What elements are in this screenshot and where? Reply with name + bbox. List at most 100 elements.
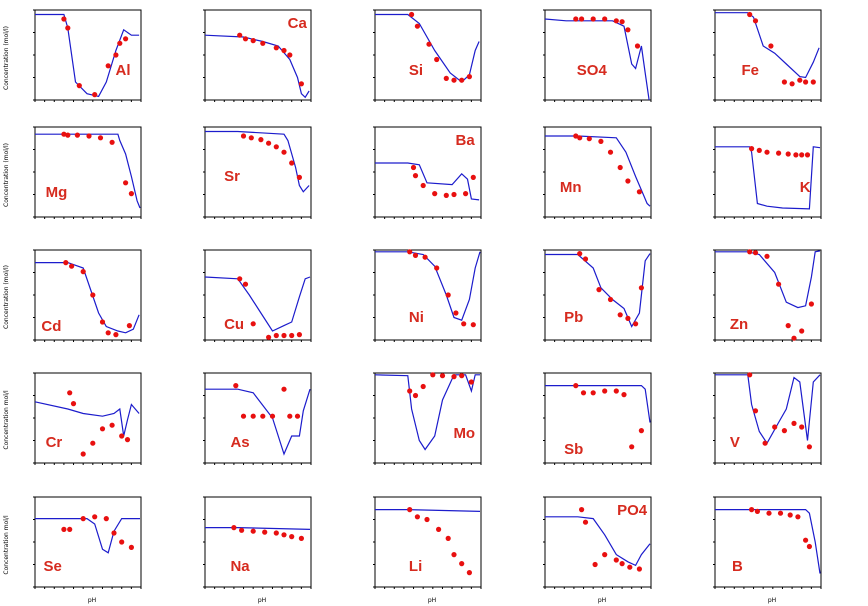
observed-point-sb — [621, 392, 627, 398]
observed-point-ba — [420, 182, 426, 189]
observed-point-zn — [785, 323, 791, 329]
observed-point-b — [754, 508, 761, 514]
observed-point-na — [273, 530, 279, 536]
observed-point-ca — [237, 32, 243, 38]
observed-point-cd — [80, 269, 86, 275]
observed-point-cr — [90, 440, 96, 446]
model-line-cr — [34, 401, 140, 437]
observed-point-cr — [124, 437, 131, 443]
plot-frame — [544, 126, 652, 218]
observed-point-sb — [629, 444, 635, 450]
observed-point-fe — [789, 81, 795, 87]
observed-point-ni — [453, 310, 459, 316]
observed-point-pb — [625, 315, 631, 321]
observed-point-si — [434, 56, 440, 63]
plot-frame — [34, 9, 142, 101]
observed-point-fe — [803, 79, 809, 85]
x-axis-title-col-1: pH — [88, 597, 96, 604]
observed-point-ni — [470, 322, 476, 328]
panel-ni: Ni — [373, 249, 482, 342]
element-label-po4: PO4 — [617, 502, 648, 519]
panel-pb: Pb — [543, 249, 652, 342]
observed-point-al — [123, 36, 129, 42]
observed-point-ni — [407, 249, 413, 255]
observed-point-v — [781, 428, 788, 434]
observed-point-zn — [752, 250, 759, 256]
observed-point-so4 — [573, 16, 579, 22]
element-label-so4: SO4 — [577, 62, 608, 79]
observed-point-se — [80, 516, 86, 522]
observed-point-ba — [432, 191, 438, 197]
observed-point-cd — [113, 332, 119, 338]
observed-point-b — [777, 510, 784, 516]
observed-point-v — [772, 424, 778, 430]
observed-point-v — [791, 420, 797, 426]
element-label-mo: Mo — [453, 425, 475, 442]
model-line-as — [205, 388, 311, 456]
y-axis-title-row-1: Concentration (mol/l) — [3, 26, 10, 90]
observed-point-mo — [407, 388, 413, 394]
element-label-v: V — [730, 434, 740, 451]
observed-point-na — [289, 534, 295, 540]
observed-point-k — [804, 152, 811, 158]
observed-point-ba — [470, 174, 476, 180]
observed-point-mo — [430, 372, 436, 378]
observed-point-mn — [586, 136, 592, 142]
observed-point-cr — [99, 426, 106, 432]
observed-point-cd — [126, 323, 132, 329]
observed-point-fe — [768, 43, 774, 49]
observed-point-cd — [63, 260, 69, 266]
element-label-zn: Zn — [730, 316, 748, 333]
observed-point-as — [240, 413, 247, 419]
observed-point-mg — [86, 133, 92, 139]
observed-point-so4 — [619, 19, 625, 25]
model-line-sb — [545, 385, 651, 423]
observed-point-so4 — [613, 18, 619, 24]
observed-point-cu — [273, 332, 279, 339]
observed-point-po4 — [592, 561, 598, 568]
observed-point-se — [128, 544, 134, 551]
observed-point-li — [445, 535, 451, 542]
observed-point-as — [233, 383, 239, 389]
observed-point-si — [426, 41, 432, 47]
observed-point-k — [785, 151, 791, 157]
observed-point-mo — [412, 392, 419, 399]
element-label-mn: Mn — [560, 179, 582, 196]
observed-point-mn — [617, 164, 623, 171]
plot-frame — [204, 249, 312, 341]
observed-point-al — [117, 40, 123, 46]
plot-frame — [544, 249, 652, 341]
observed-point-cu — [281, 332, 287, 339]
observed-point-na — [262, 529, 268, 535]
observed-point-ba — [463, 191, 469, 197]
observed-point-k — [776, 150, 782, 156]
x-axis-title-col-3: pH — [428, 597, 436, 604]
observed-point-mn — [577, 135, 583, 141]
observed-point-li — [407, 507, 413, 513]
observed-point-as — [294, 413, 301, 419]
observed-point-sb — [638, 428, 645, 434]
y-axis-title-row-3: Concentration (mol/l) — [3, 265, 10, 329]
element-label-si: Si — [409, 62, 423, 79]
observed-point-v — [799, 424, 805, 430]
observed-point-al — [113, 52, 119, 58]
model-line-zn — [715, 250, 821, 309]
panel-zn: Zn — [713, 249, 822, 342]
observed-point-fe — [781, 79, 788, 85]
observed-point-al — [76, 83, 82, 89]
observed-point-cu — [250, 321, 256, 327]
panel-mg: Mg — [33, 126, 142, 219]
observed-point-sr — [258, 137, 264, 143]
model-line-so4 — [544, 18, 650, 101]
observed-point-cr — [67, 390, 73, 396]
model-line-sr — [205, 130, 310, 193]
observed-point-ni — [461, 321, 467, 327]
panel-ca: Ca — [203, 9, 312, 102]
plot-frame — [204, 126, 312, 218]
plot-frame — [714, 126, 822, 218]
observed-point-al — [105, 63, 111, 69]
element-label-cu: Cu — [224, 316, 244, 333]
observed-point-zn — [808, 301, 815, 307]
observed-point-zn — [791, 335, 797, 341]
